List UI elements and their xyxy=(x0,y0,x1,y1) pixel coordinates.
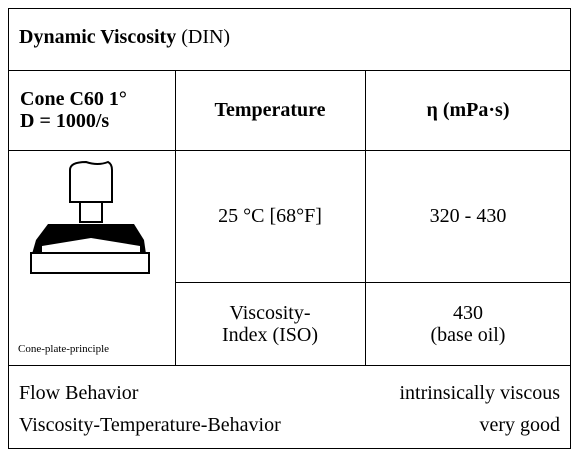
value-line: 430 xyxy=(453,302,483,324)
rule xyxy=(8,365,571,366)
footer-row: Viscosity-Temperature-Behavior very good xyxy=(19,414,560,437)
value-cell: 430(base oil) xyxy=(365,282,571,365)
footer-value: intrinsically viscous xyxy=(399,382,560,405)
footer-label: Flow Behavior xyxy=(19,382,138,405)
title: Dynamic Viscosity (DIN) xyxy=(19,26,230,49)
footer-value: very good xyxy=(479,414,560,437)
value-line: 320 - 430 xyxy=(430,205,507,227)
condition-line: Index (ISO) xyxy=(222,324,318,346)
condition-cell: Viscosity-Index (ISO) xyxy=(175,282,365,365)
value-cell: 320 - 430 xyxy=(365,150,571,282)
footer-row: Flow Behavior intrinsically viscous xyxy=(19,382,560,405)
condition-cell: 25 °C [68°F] xyxy=(175,150,365,282)
footer-label: Viscosity-Temperature-Behavior xyxy=(19,414,281,437)
cone-plate-icon xyxy=(8,150,175,365)
image-caption: Cone-plate-principle xyxy=(18,343,109,355)
temperature-header: Temperature xyxy=(175,70,365,150)
condition-line: Viscosity- xyxy=(229,302,310,324)
page: Dynamic Viscosity (DIN) Cone C60 1° D = … xyxy=(0,0,579,456)
value-line: (base oil) xyxy=(431,324,506,346)
viscosity-header: η (mPa·s) xyxy=(365,70,571,150)
condition-line: 25 °C [68°F] xyxy=(218,205,322,227)
title-main: Dynamic Viscosity xyxy=(19,26,176,48)
method-header: Cone C60 1° D = 1000/s xyxy=(8,70,175,150)
header-line: Cone C60 1° xyxy=(20,88,127,110)
header-line: D = 1000/s xyxy=(20,110,109,132)
title-suffix: (DIN) xyxy=(181,26,230,48)
